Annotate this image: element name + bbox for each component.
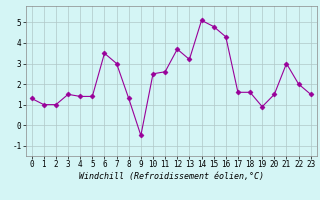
X-axis label: Windchill (Refroidissement éolien,°C): Windchill (Refroidissement éolien,°C): [79, 172, 264, 181]
